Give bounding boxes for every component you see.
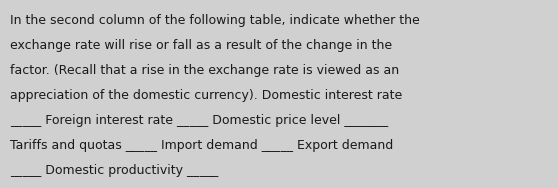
Text: Tariffs and quotas _____ Import demand _____ Export demand: Tariffs and quotas _____ Import demand _… xyxy=(10,139,393,152)
Text: factor. (Recall that a rise in the exchange rate is viewed as an: factor. (Recall that a rise in the excha… xyxy=(10,64,399,77)
Text: exchange rate will rise or fall as a result of the change in the: exchange rate will rise or fall as a res… xyxy=(10,39,392,52)
Text: _____ Domestic productivity _____: _____ Domestic productivity _____ xyxy=(10,164,218,177)
Text: In the second column of the following table, indicate whether the: In the second column of the following ta… xyxy=(10,14,420,27)
Text: _____ Foreign interest rate _____ Domestic price level _______: _____ Foreign interest rate _____ Domest… xyxy=(10,114,388,127)
Text: appreciation of the domestic currency). Domestic interest rate: appreciation of the domestic currency). … xyxy=(10,89,402,102)
